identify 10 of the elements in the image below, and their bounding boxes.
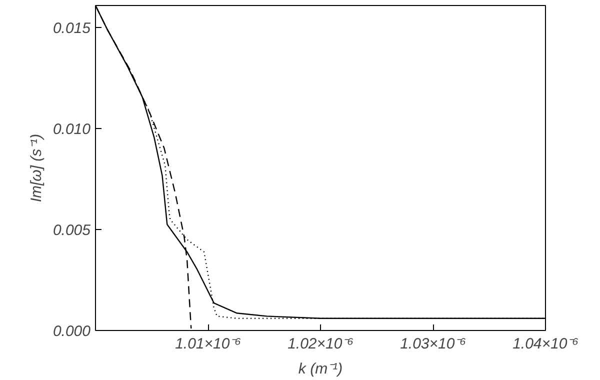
x-tick-label: 1.02×10⁻⁶ <box>288 336 354 352</box>
y-axis-title: Im[ω] (s⁻¹) <box>28 134 45 202</box>
x-tick-label: 1.04×10⁻⁶ <box>512 336 578 352</box>
x-tick-label: 1.01×10⁻⁶ <box>175 336 241 352</box>
x-tick-label: 1.03×10⁻⁶ <box>400 336 466 352</box>
y-tick-label: 0.010 <box>52 121 92 138</box>
y-tick-label: 0.005 <box>52 222 92 240</box>
y-tick-label: 0.000 <box>52 323 92 340</box>
x-axis-title: k (m⁻¹) <box>298 360 343 378</box>
y-tick-label: 0.015 <box>52 20 92 38</box>
